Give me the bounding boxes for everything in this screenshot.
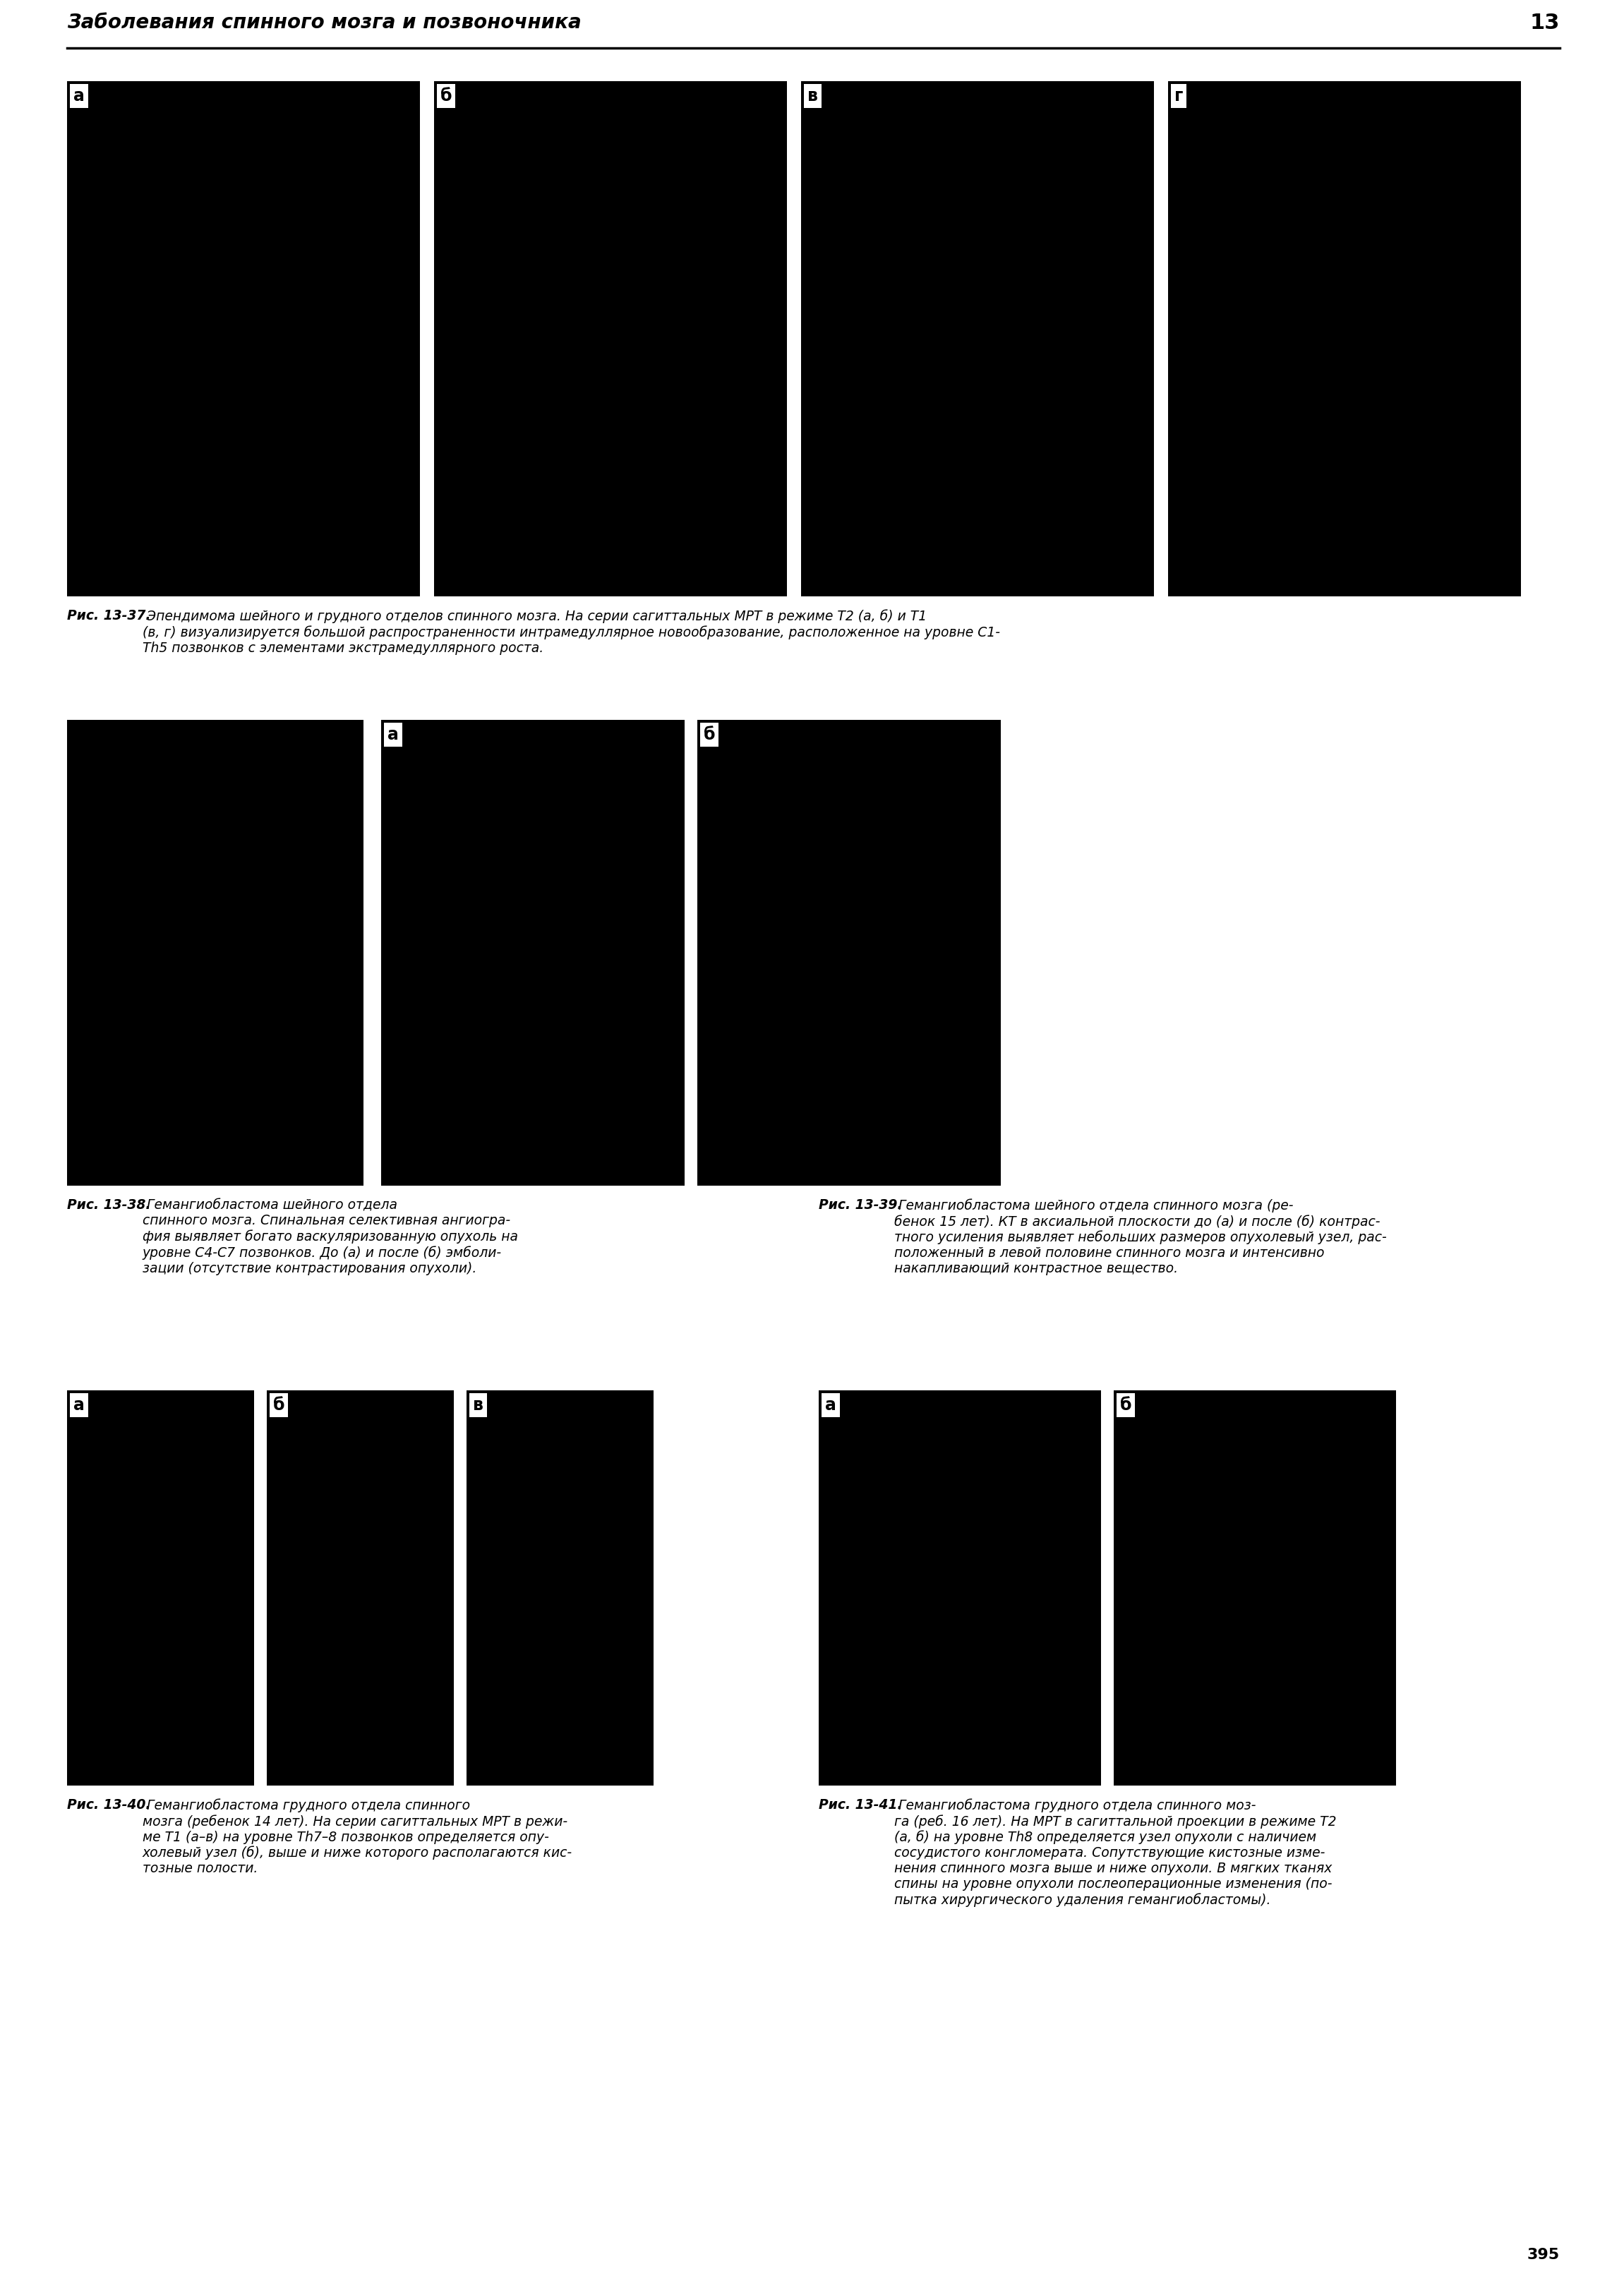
Text: г: г <box>1174 87 1184 105</box>
Bar <box>1168 82 1522 595</box>
Text: а: а <box>825 1396 836 1414</box>
Text: Гемангиобластома шейного отдела
спинного мозга. Спинальная селективная ангиогра-: Гемангиобластома шейного отдела спинного… <box>143 1198 518 1275</box>
Bar <box>1114 1391 1397 1786</box>
Text: Рис. 13-39.: Рис. 13-39. <box>818 1198 903 1211</box>
Text: в: в <box>473 1396 484 1414</box>
Bar <box>67 1391 253 1786</box>
Bar <box>266 1391 453 1786</box>
Text: Рис. 13-40.: Рис. 13-40. <box>67 1797 151 1811</box>
Text: а: а <box>73 87 84 105</box>
Text: в: в <box>807 87 818 105</box>
Text: 13: 13 <box>1530 14 1559 34</box>
Text: б: б <box>273 1396 284 1414</box>
Text: б: б <box>703 725 715 744</box>
Text: Рис. 13-37.: Рис. 13-37. <box>67 609 151 623</box>
Text: а: а <box>388 725 398 744</box>
Text: б: б <box>440 87 451 105</box>
Bar <box>466 1391 653 1786</box>
Bar <box>818 1391 1101 1786</box>
Text: Эпендимома шейного и грудного отделов спинного мозга. На серии сагиттальных МРТ : Эпендимома шейного и грудного отделов сп… <box>143 609 1000 655</box>
Text: Рис. 13-41.: Рис. 13-41. <box>818 1797 903 1811</box>
Bar <box>67 82 421 595</box>
Bar <box>434 82 788 595</box>
Text: Гемангиобластома грудного отдела спинного
мозга (ребенок 14 лет). На серии сагит: Гемангиобластома грудного отдела спинног… <box>143 1797 572 1875</box>
Bar <box>801 82 1155 595</box>
Text: Гемангиобластома шейного отдела спинного мозга (ре-
бенок 15 лет). КТ в аксиальн: Гемангиобластома шейного отдела спинного… <box>895 1198 1387 1275</box>
Text: Заболевания спинного мозга и позвоночника: Заболевания спинного мозга и позвоночник… <box>67 14 581 32</box>
Bar <box>67 721 364 1186</box>
Text: а: а <box>73 1396 84 1414</box>
Text: б: б <box>1121 1396 1132 1414</box>
Text: Гемангиобластома грудного отдела спинного моз-
га (реб. 16 лет). На МРТ в сагитт: Гемангиобластома грудного отдела спинног… <box>895 1797 1337 1907</box>
Text: Рис. 13-38.: Рис. 13-38. <box>67 1198 151 1211</box>
Bar <box>697 721 1000 1186</box>
Text: 395: 395 <box>1527 2247 1559 2263</box>
Bar <box>382 721 685 1186</box>
